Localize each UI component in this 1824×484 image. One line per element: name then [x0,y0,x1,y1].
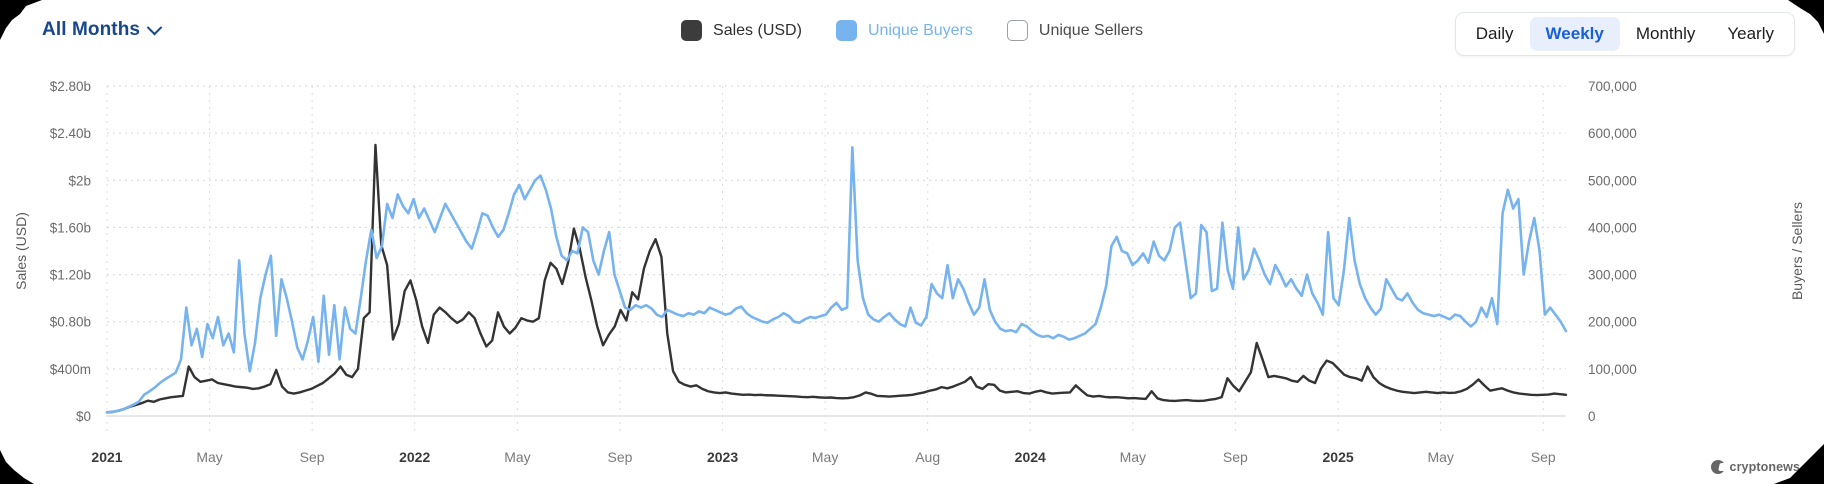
y-axis-title: Sales (USD) [13,212,29,290]
series-line-unique-buyers[interactable] [105,145,1568,414]
y-axis-tick-label: $1.20b [50,268,91,283]
x-axis-tick-label: 2025 [1323,449,1354,465]
legend-label-sales: Sales (USD) [713,21,802,39]
y-axis-tick-label: $2.40b [50,126,91,141]
x-axis-tick-label: Sep [300,449,325,465]
time-range-toggle-group: Daily Weekly Monthly Yearly [1454,12,1795,56]
cryptonews-watermark: cryptonews [1710,460,1800,474]
legend-swatch-buyers-icon [835,20,857,41]
y-axis-tick-label: $400m [50,362,91,377]
y2-axis-tick-label: 300,000 [1588,268,1637,283]
y-axis-tick-label: $0 [76,409,91,424]
y-axis-tick-label: $1.60b [50,220,91,235]
x-axis-tick-label: May [812,449,838,465]
chart-toolbar: All Months Sales (USD) Unique Buyers Uni… [0,0,1824,66]
x-axis-tick-label: Aug [915,449,940,465]
y2-axis-tick-label: 600,000 [1588,126,1637,141]
y2-axis-tick-label: 500,000 [1588,173,1637,188]
x-axis-tick-label: Sep [1223,449,1248,465]
y2-axis-tick-label: 100,000 [1588,362,1637,377]
watermark-label: cryptonews [1729,460,1800,474]
y-axis-tick-label: $2.80b [50,79,91,94]
range-button-daily[interactable]: Daily [1460,17,1530,51]
y-axis-tick-label: $2b [68,173,91,188]
chart-legend: Sales (USD) Unique Buyers Unique Sellers [0,20,1824,41]
y2-axis-tick-label: 0 [1588,409,1596,424]
dual-axis-line-chart[interactable]: $2.80b 700,000 $2.40b 600,000 $2b 500,000 $1.6… [0,66,1824,484]
legend-swatch-sellers-icon [1006,20,1028,41]
x-axis-tick-label: 2024 [1015,449,1046,465]
y2-axis-tick-label: 400,000 [1588,220,1637,235]
all-months-label: All Months [42,19,141,40]
chevron-down-icon [146,19,163,35]
legend-item-sales[interactable]: Sales (USD) [681,20,802,41]
legend-label-unique-buyers: Unique Buyers [867,21,973,39]
x-axis-tick-label: Sep [608,449,633,465]
legend-item-unique-buyers[interactable]: Unique Buyers [835,20,973,41]
legend-swatch-sales-icon [681,20,703,41]
x-axis-tick-label: Sep [1531,449,1556,465]
x-axis-tick-label: May [1427,449,1453,465]
y2-axis-title: Buyers / Sellers [1789,202,1805,300]
all-months-dropdown[interactable]: All Months [42,19,163,41]
x-axis-tick-label: May [196,449,222,465]
cryptonews-logo-icon [1710,460,1725,474]
chart-canvas-area[interactable]: $2.80b 700,000 $2.40b 600,000 $2b 500,000 $1.6… [0,66,1824,484]
range-button-monthly[interactable]: Monthly [1620,17,1712,51]
y2-axis-tick-label: 700,000 [1588,79,1637,94]
x-axis-tick-label: 2021 [91,449,122,465]
x-axis-tick-label: 2023 [707,449,738,465]
series-line-sales-usd[interactable] [105,143,1568,414]
y-axis-tick-label: $0.80b [50,315,91,330]
x-axis-tick-label: May [504,449,530,465]
y2-axis-tick-label: 200,000 [1588,315,1637,330]
range-button-weekly[interactable]: Weekly [1529,17,1620,51]
legend-item-unique-sellers[interactable]: Unique Sellers [1006,20,1143,41]
legend-label-unique-sellers: Unique Sellers [1038,21,1143,39]
x-axis-tick-label: May [1120,449,1146,465]
x-axis-tick-label: 2022 [399,449,430,465]
range-button-yearly[interactable]: Yearly [1711,17,1790,51]
